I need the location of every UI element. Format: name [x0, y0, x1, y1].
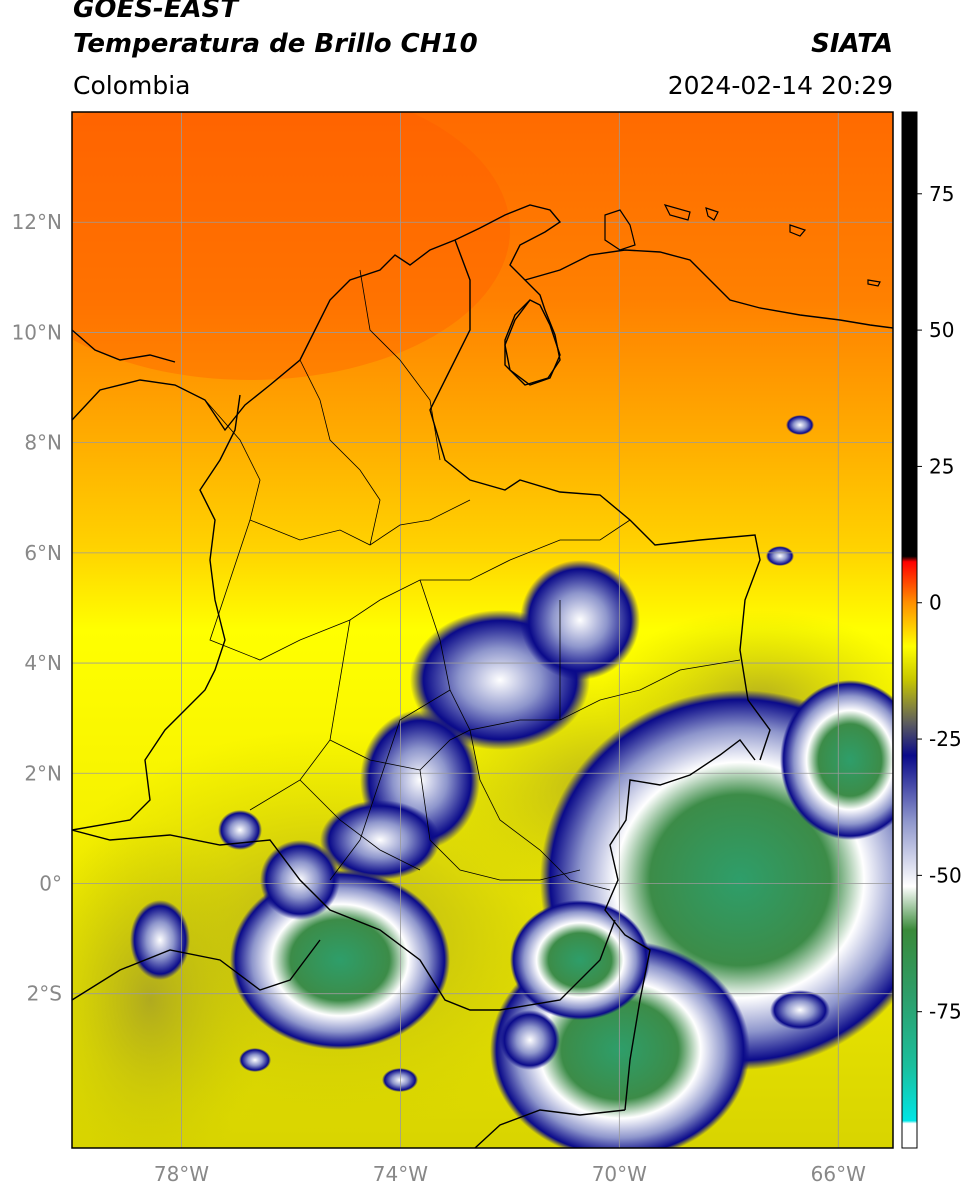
islands: [604, 204, 881, 287]
colorbar-tick-label: 50: [929, 318, 954, 342]
lat-tick-label: 12°N: [12, 210, 62, 234]
colorbar-tick-label: 25: [929, 454, 954, 478]
lon-tick-label: 74°W: [373, 1162, 428, 1186]
colorbar-tick-label: 75: [929, 182, 954, 206]
panama-coastline: [72, 329, 176, 363]
brightness-temperature-field: [72, 112, 893, 1148]
colorbar-tick-label: -75: [929, 1000, 962, 1024]
lake-maracaibo: [504, 299, 561, 386]
peru-brazil-border: [474, 1109, 626, 1148]
longitude-labels: 78°W 74°W 70°W 66°W: [154, 1162, 866, 1186]
colorbar-tick-label: -25: [929, 727, 962, 751]
lon-tick-label: 66°W: [811, 1162, 866, 1186]
pacific-coastline: [72, 394, 241, 831]
lon-tick-label: 78°W: [154, 1162, 209, 1186]
datetime-label: 2024-02-14 20:29: [667, 71, 893, 100]
lon-tick-label: 70°W: [592, 1162, 647, 1186]
colorbar-ticks: 75 50 25 0 -25 -50 -75: [917, 182, 962, 1024]
agency-label: SIATA: [811, 29, 893, 59]
lat-tick-label: 10°N: [12, 320, 62, 344]
caribbean-coastline: [72, 204, 562, 432]
department-boundaries: [204, 269, 741, 891]
lat-tick-label: 2°N: [24, 761, 62, 785]
colombia-venezuela-border: [429, 239, 771, 761]
graticule: [72, 112, 893, 1148]
map-frame: [71, 111, 894, 1149]
region-label: Colombia: [73, 71, 191, 100]
coastlines-and-borders: [72, 204, 893, 1148]
colombia-peru-border: [72, 829, 616, 1011]
venezuela-coastline: [524, 249, 893, 329]
ecuador-peru-border: [72, 939, 321, 1001]
colorbar: 75 50 25 0 -25 -50 -75: [901, 111, 962, 1149]
lat-tick-label: 0°: [39, 871, 62, 895]
latitude-labels: 12°N 10°N 8°N 6°N 4°N 2°N 0° 2°S: [12, 210, 62, 1005]
lat-tick-label: 6°N: [24, 541, 62, 565]
colorbar-tick-label: -50: [929, 863, 962, 887]
lat-tick-label: 8°N: [24, 431, 62, 455]
colombia-brazil-border: [604, 739, 756, 1111]
satellite-title: GOES-EAST: [73, 0, 239, 24]
lat-tick-label: 2°S: [27, 982, 62, 1006]
colorbar-tick-label: 0: [929, 591, 942, 615]
lat-tick-label: 4°N: [24, 651, 62, 675]
product-title: Temperatura de Brillo CH10: [73, 29, 478, 59]
